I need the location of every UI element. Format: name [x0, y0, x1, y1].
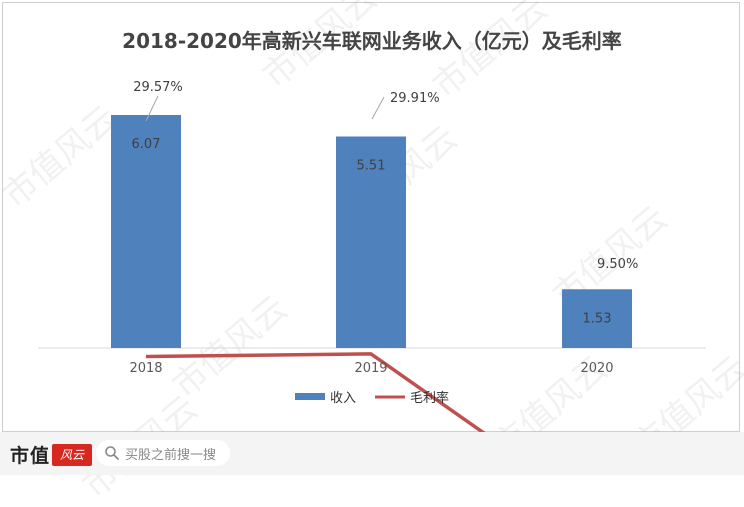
bar-2020 — [562, 289, 632, 348]
legend-swatch-revenue — [295, 393, 325, 400]
leader-line-2019 — [371, 96, 385, 120]
margin-line — [145, 352, 486, 432]
search-input[interactable]: 买股之前搜一搜 — [96, 440, 230, 466]
search-icon — [105, 446, 119, 460]
chart: 2018-2020年高新兴车联网业务收入（亿元）及毛利率 2018 6.07 201… — [38, 29, 706, 432]
legend-label-margin: 毛利率 — [410, 390, 449, 406]
brand-logo: 市值 风云 — [10, 441, 93, 468]
bar-label-2019: 5.51 — [357, 158, 386, 173]
brand-name: 市值 — [10, 445, 51, 467]
search-placeholder: 买股之前搜一搜 — [125, 447, 217, 463]
bar-2018 — [111, 115, 181, 348]
chart-title: 2018-2020年高新兴车联网业务收入（亿元）及毛利率 — [122, 29, 622, 53]
bar-label-2018: 6.07 — [132, 137, 161, 152]
x-tick-2019: 2019 — [354, 361, 387, 376]
legend: 收入 毛利率 — [295, 390, 449, 406]
leader-line-2018 — [145, 95, 159, 122]
x-tick-2018: 2018 — [129, 361, 162, 376]
bar-2019 — [336, 136, 406, 348]
margin-label-2018: 29.57% — [133, 80, 183, 95]
x-tick-2020: 2020 — [580, 361, 613, 376]
brand-seal: 风云 — [52, 443, 93, 466]
margin-label-2020: 9.50% — [597, 257, 638, 272]
margin-label-2019: 29.91% — [390, 91, 440, 106]
bar-label-2020: 1.53 — [583, 311, 612, 326]
footer-bar: 市值 风云 买股之前搜一搜 — [0, 432, 744, 475]
legend-label-revenue: 收入 — [330, 391, 356, 406]
